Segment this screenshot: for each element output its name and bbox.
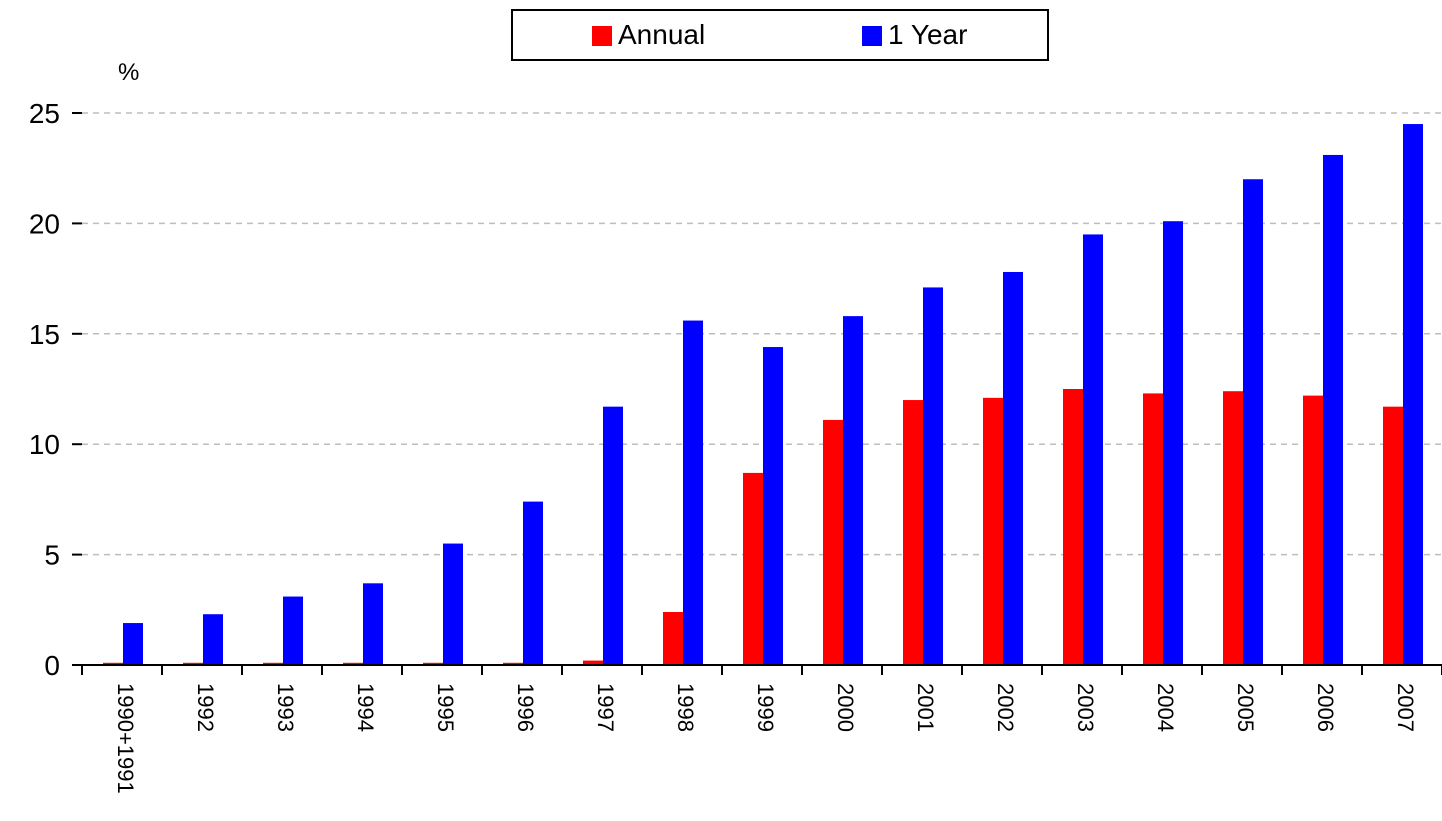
x-tick-label: 2001 xyxy=(913,683,938,732)
bar-1-year xyxy=(1323,154,1343,665)
bar-1-year xyxy=(1163,221,1183,665)
bar-annual xyxy=(743,472,763,665)
x-axis xyxy=(81,664,1442,675)
y-tick-label: 0 xyxy=(44,650,60,681)
x-tick-label: 1990+1991 xyxy=(113,683,138,794)
legend: Annual 1 Year xyxy=(511,9,1049,61)
x-tick-label: 1997 xyxy=(593,683,618,732)
bar-annual xyxy=(903,400,923,665)
x-tick-label: 2005 xyxy=(1233,683,1258,732)
y-tick-label: 25 xyxy=(29,98,60,129)
y-tick-label: 10 xyxy=(29,429,60,460)
bar-1-year xyxy=(923,287,943,665)
bar-annual xyxy=(343,662,363,665)
gridlines xyxy=(82,112,1442,556)
x-tick-label: 1994 xyxy=(353,683,378,732)
bar-annual xyxy=(823,419,843,665)
bar-annual xyxy=(183,662,203,665)
bar-annual xyxy=(1143,393,1163,665)
x-tick-label: 2006 xyxy=(1313,683,1338,732)
x-tick-label: 1993 xyxy=(273,683,298,732)
legend-label-1-year: 1 Year xyxy=(888,19,967,50)
y-axis-unit-label: % xyxy=(118,59,139,86)
legend-swatch-annual xyxy=(592,26,612,46)
bar-annual xyxy=(1223,391,1243,665)
bar-annual xyxy=(1063,389,1083,665)
bar-1-year xyxy=(1243,179,1263,666)
y-tick-label: 20 xyxy=(29,208,60,239)
bar-annual xyxy=(583,660,603,665)
x-tick-label: 1996 xyxy=(513,683,538,732)
bar-1-year xyxy=(1083,234,1103,665)
bar-1-year xyxy=(443,543,463,665)
legend-swatch-1-year xyxy=(862,26,882,46)
bar-1-year xyxy=(523,501,543,665)
y-tick-label: 15 xyxy=(29,319,60,350)
x-tick-label: 2003 xyxy=(1073,683,1098,732)
bar-1-year xyxy=(683,320,703,665)
bar-1-year xyxy=(203,614,223,665)
y-tick-label: 5 xyxy=(44,540,60,571)
bar-annual xyxy=(983,397,1003,665)
bars xyxy=(103,124,1423,666)
x-tick-label: 2004 xyxy=(1153,683,1178,732)
bar-annual xyxy=(423,662,443,665)
bar-1-year xyxy=(283,596,303,665)
bar-1-year xyxy=(843,316,863,665)
x-tick-label: 2002 xyxy=(993,683,1018,732)
bar-1-year xyxy=(763,347,783,665)
bar-annual xyxy=(1383,406,1403,665)
bar-1-year xyxy=(1003,271,1023,665)
bar-1-year xyxy=(603,406,623,665)
bar-1-year xyxy=(363,583,383,665)
bar-annual xyxy=(1303,395,1323,665)
x-tick-label: 1998 xyxy=(673,683,698,732)
bar-annual xyxy=(263,662,283,665)
bar-annual xyxy=(663,612,683,665)
x-tick-label: 2007 xyxy=(1393,683,1418,732)
y-axis-ticks: 0 5 10 15 20 25 xyxy=(29,98,82,681)
bar-1-year xyxy=(123,623,143,665)
x-tick-label: 1999 xyxy=(753,683,778,732)
bar-annual xyxy=(503,662,523,665)
x-tick-label: 1992 xyxy=(193,683,218,732)
x-tick-label: 2000 xyxy=(833,683,858,732)
bar-annual xyxy=(103,662,123,665)
x-axis-tick-labels: 1990+1991 1992 1993 1994 1995 1996 1997 1998 199… xyxy=(113,683,1418,794)
x-tick-label: 1995 xyxy=(433,683,458,732)
legend-label-annual: Annual xyxy=(618,19,705,50)
bar-1-year xyxy=(1403,124,1423,666)
